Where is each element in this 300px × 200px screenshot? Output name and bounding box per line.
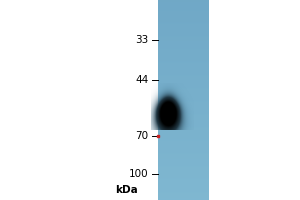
Text: kDa: kDa <box>115 185 138 195</box>
Text: 70: 70 <box>135 131 148 141</box>
Text: 33: 33 <box>135 35 148 45</box>
Text: 44: 44 <box>135 75 148 85</box>
Text: 100: 100 <box>129 169 148 179</box>
